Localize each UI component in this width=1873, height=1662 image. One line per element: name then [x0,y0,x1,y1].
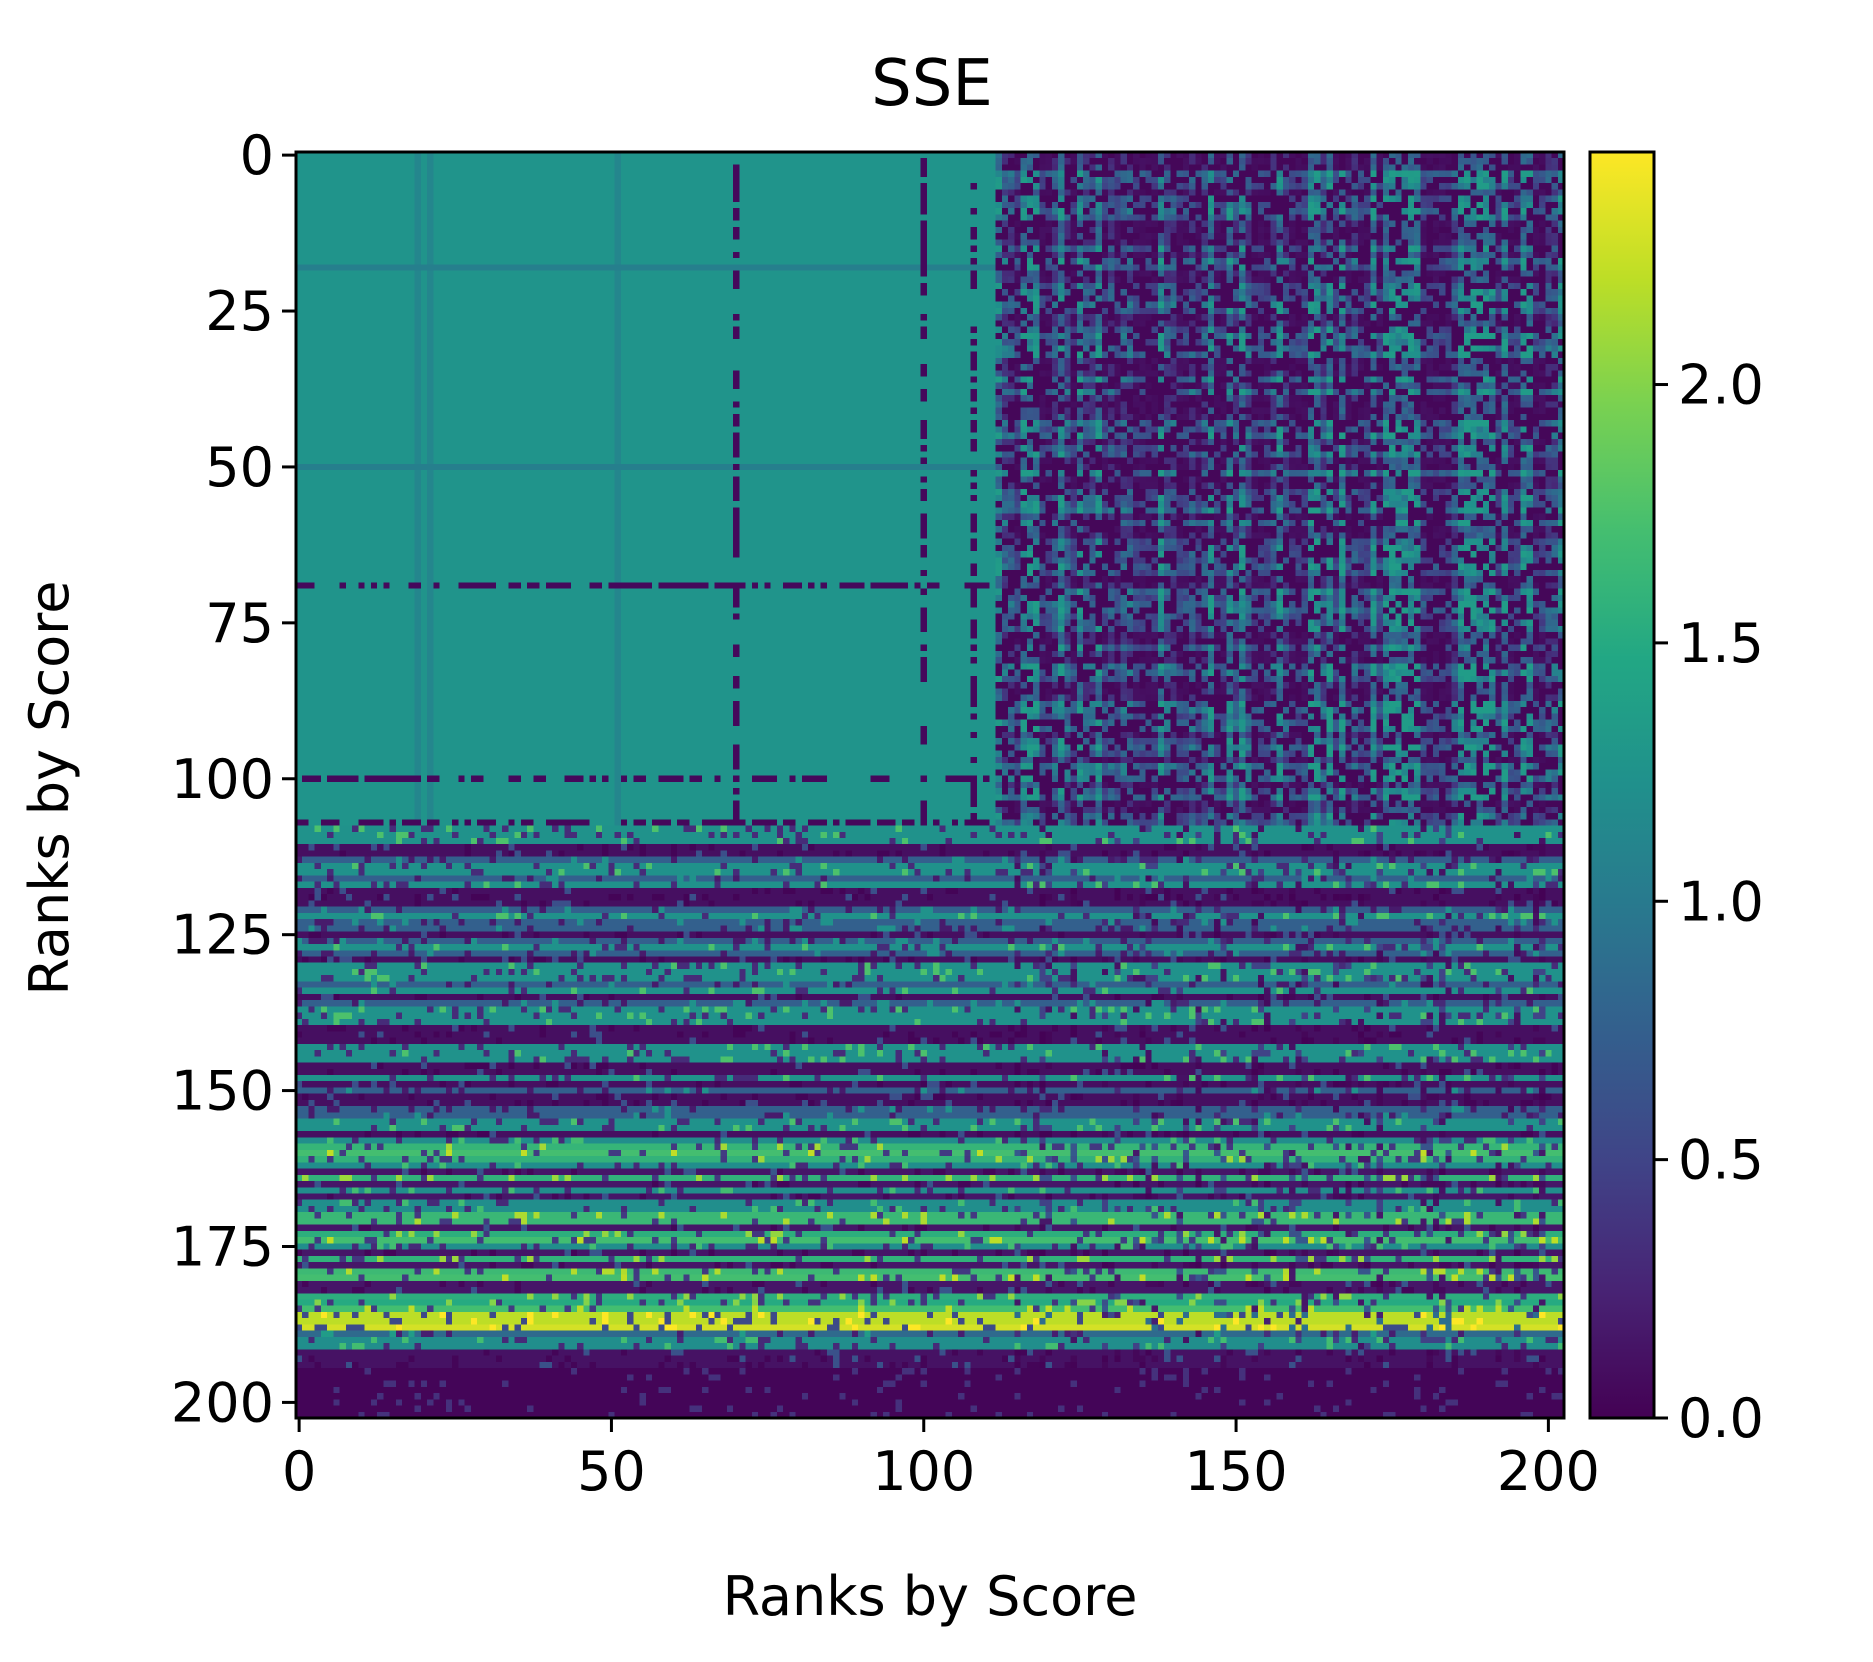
colorbar-ticks: 0.0 0.5 1.0 1.5 2.0 [1654,354,1764,1450]
colorbar-tick-label: 0.5 [1678,1129,1764,1192]
colorbar: 0.0 0.5 1.0 1.5 2.0 [1588,150,1764,1450]
x-axis: 0 50 100 150 200 [282,1418,1600,1503]
heatmap-cells [296,152,1564,1418]
y-tick-label: 25 [205,280,274,343]
y-axis-label: Ranks by Score [18,581,81,996]
heatmap-plot [294,150,1566,1420]
x-tick-label: 200 [1497,1440,1600,1503]
y-tick-label: 0 [240,124,274,187]
colorbar-tick-label: 1.5 [1678,612,1764,675]
colorbar-tick-label: 2.0 [1678,354,1764,417]
y-tick-label: 50 [205,436,274,499]
colorbar-tick-label: 1.0 [1678,870,1764,933]
chart-title: SSE [871,47,993,121]
y-axis: 0 25 50 75 100 125 150 175 200 [171,124,296,1434]
y-tick-label: 200 [171,1371,274,1434]
y-tick-label: 150 [171,1060,274,1123]
y-tick-label: 75 [205,592,274,655]
colorbar-gradient [1590,152,1654,1418]
heatmap-frame [294,150,1566,1420]
x-axis-label: Ranks by Score [723,1565,1138,1628]
colorbar-tick-label: 0.0 [1678,1387,1764,1450]
y-tick-label: 100 [171,748,274,811]
colorbar-frame [1588,150,1656,1420]
x-tick-label: 150 [1185,1440,1288,1503]
x-tick-label: 100 [872,1440,975,1503]
x-tick-label: 50 [577,1440,646,1503]
y-tick-label: 125 [171,904,274,967]
x-tick-label: 0 [282,1440,316,1503]
y-tick-label: 175 [171,1215,274,1278]
